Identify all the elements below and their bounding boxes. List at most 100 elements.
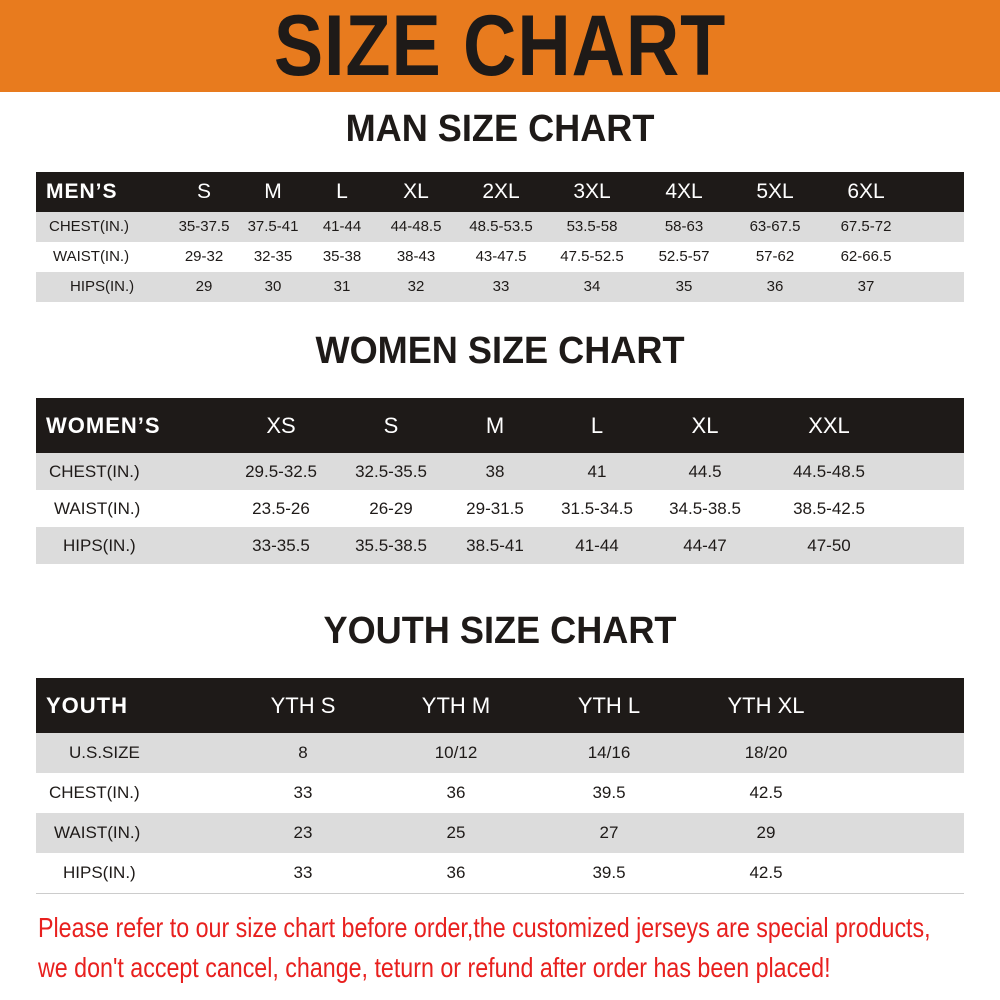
row-label: WOMEN’S	[46, 413, 161, 438]
table-cell: 38	[485, 462, 505, 481]
table-cell: 29-32	[184, 248, 224, 265]
table-cell: 43-47.5	[475, 248, 527, 265]
table-cell: 42.5	[749, 783, 783, 802]
table-cell: 35-37.5	[178, 218, 230, 235]
table-cell: 26-29	[369, 499, 413, 518]
table-cell: YTH L	[577, 693, 641, 718]
table-cell: 34.5-38.5	[669, 499, 741, 518]
table-cell: 38.5-42.5	[793, 499, 865, 518]
table-cell: 62-66.5	[840, 248, 892, 265]
table-cell: M	[264, 180, 282, 203]
youth-size-table: YOUTH YTH S YTH M YTH L YTH XL U.S.SIZE 8 10/12…	[36, 678, 964, 894]
table-cell: 38.5-41	[466, 536, 524, 555]
row-label: CHEST(IN.)	[49, 783, 140, 802]
table-cell: 63-67.5	[749, 218, 801, 235]
table-cell: S	[196, 180, 212, 203]
table-header-row: YOUTH YTH S YTH M YTH L YTH XL	[36, 678, 964, 733]
table-header-row: WOMEN’S XS S M L XL XXL	[36, 398, 964, 453]
table-row: U.S.SIZE 8 10/12 14/16 18/20	[36, 733, 964, 773]
table-cell: 3XL	[573, 180, 611, 203]
table-cell: YTH XL	[727, 693, 805, 718]
table-cell: 53.5-58	[566, 218, 618, 235]
row-label: WAIST(IN.)	[54, 499, 141, 518]
page-title: SIZE CHART	[273, 0, 727, 94]
table-cell: 33	[293, 783, 313, 802]
youth-section-title: YOUTH SIZE CHART	[323, 610, 677, 652]
table-row: CHEST(IN.) 29.5-32.5 32.5-35.5 38 41 44.5 44.5…	[36, 453, 964, 490]
table-cell: 31.5-34.5	[561, 499, 633, 518]
table-cell: 35-38	[322, 248, 362, 265]
table-cell: 29	[195, 278, 213, 295]
table-row: HIPS(IN.) 33-35.5 35.5-38.5 38.5-41 41-44 44-…	[36, 527, 964, 564]
table-header-row: MEN’S S M L XL 2XL 3XL 4XL 5XL 6XL	[36, 172, 964, 212]
table-cell: 2XL	[482, 180, 520, 203]
table-cell: 36	[446, 863, 466, 882]
table-cell: 33	[492, 278, 510, 295]
table-cell: 67.5-72	[840, 218, 892, 235]
table-cell: 58-63	[664, 218, 704, 235]
table-cell: 39.5	[592, 863, 626, 882]
table-cell: 39.5	[592, 783, 626, 802]
table-cell: 34	[583, 278, 601, 295]
table-cell: 47-50	[807, 536, 851, 555]
row-label: HIPS(IN.)	[70, 278, 135, 295]
table-cell: M	[485, 413, 505, 438]
table-cell: 38-43	[396, 248, 436, 265]
table-cell: 27	[599, 823, 619, 842]
table-cell: 48.5-53.5	[469, 218, 533, 235]
table-cell: 4XL	[665, 180, 703, 203]
row-label: HIPS(IN.)	[63, 536, 136, 555]
table-cell: 29-31.5	[466, 499, 524, 518]
notice-line-2: we don't accept cancel, change, teturn o…	[38, 952, 831, 983]
table-cell: 18/20	[744, 743, 788, 762]
table-cell: 33	[293, 863, 313, 882]
table-cell: 5XL	[756, 180, 794, 203]
table-cell: 32	[407, 278, 425, 295]
table-cell: 37.5-41	[247, 218, 299, 235]
table-cell: 30	[264, 278, 282, 295]
table-cell: 36	[446, 783, 466, 802]
table-cell: 31	[333, 278, 351, 295]
table-row: WAIST(IN.) 29-32 32-35 35-38 38-43 43-47.5 47.…	[36, 242, 964, 272]
women-size-table: WOMEN’S XS S M L XL XXL CHEST(IN.) 29.5-32.5 32.5…	[36, 398, 964, 564]
men-section-title: MAN SIZE CHART	[345, 108, 655, 150]
table-cell: S	[383, 413, 399, 438]
table-cell: 29.5-32.5	[245, 462, 317, 481]
table-cell: 52.5-57	[658, 248, 710, 265]
table-cell: L	[336, 180, 348, 203]
table-cell: XXL	[808, 413, 850, 438]
table-cell: 42.5	[749, 863, 783, 882]
table-cell: 44.5-48.5	[793, 462, 865, 481]
table-row: HIPS(IN.) 29 30 31 32 33 34 35 36 37	[36, 272, 964, 302]
table-cell: 14/16	[587, 743, 631, 762]
table-row: WAIST(IN.) 23.5-26 26-29 29-31.5 31.5-34.5 34…	[36, 490, 964, 527]
row-label: CHEST(IN.)	[49, 218, 129, 235]
table-cell: 41	[587, 462, 607, 481]
title-banner: SIZE CHART	[0, 0, 1000, 92]
table-cell: 8	[298, 743, 308, 762]
table-cell: 36	[766, 278, 784, 295]
women-section-title: WOMEN SIZE CHART	[315, 330, 685, 372]
table-cell: 35	[675, 278, 693, 295]
table-cell: 44.5	[688, 462, 722, 481]
row-label: U.S.SIZE	[69, 743, 140, 762]
table-row: CHEST(IN.) 35-37.5 37.5-41 41-44 44-48.5 48.5…	[36, 212, 964, 242]
table-cell: 41-44	[322, 218, 362, 235]
table-cell: 32.5-35.5	[355, 462, 427, 481]
table-cell: 23	[293, 823, 313, 842]
table-cell: 25	[446, 823, 466, 842]
table-cell: 32-35	[253, 248, 293, 265]
men-size-table: MEN’S S M L XL 2XL 3XL 4XL 5XL 6XL CHEST(IN.) 35-37…	[36, 172, 964, 302]
table-cell: L	[590, 413, 604, 438]
notice-line-1: Please refer to our size chart before or…	[38, 912, 931, 943]
table-cell: YTH S	[270, 693, 336, 718]
table-cell: YTH M	[421, 693, 491, 718]
table-cell: 37	[857, 278, 875, 295]
table-cell: 47.5-52.5	[560, 248, 624, 265]
table-row: HIPS(IN.) 33 36 39.5 42.5	[36, 853, 964, 893]
table-cell: 33-35.5	[252, 536, 310, 555]
row-label: YOUTH	[46, 693, 128, 718]
row-label: HIPS(IN.)	[63, 863, 136, 882]
table-cell: 44-48.5	[390, 218, 442, 235]
table-row: WAIST(IN.) 23 25 27 29	[36, 813, 964, 853]
